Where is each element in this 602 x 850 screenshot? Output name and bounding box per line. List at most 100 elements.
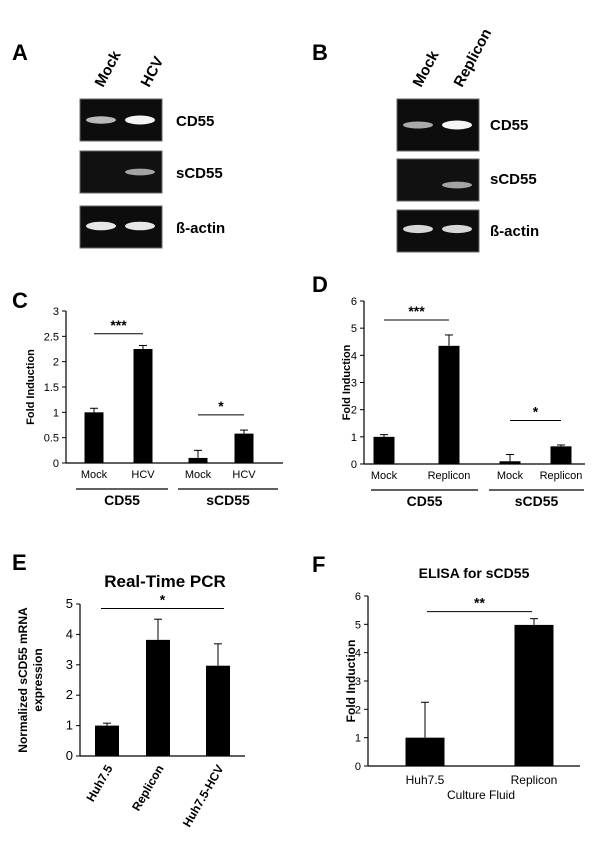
panel-letter-a: A [12,40,28,65]
chart-e-category-label: Replicon [129,763,166,814]
chart-f-bar [405,737,445,766]
gel-b-box-scd55 [396,158,480,202]
gel-b-label-cd55: CD55 [490,117,528,134]
chart-c-group-label: sCD55 [206,492,250,508]
chart-c: 0 0.5 1 1.5 2 2.5 3 Fold Induction Mock HCV Mock HC… [25,306,283,508]
panel-letter-e: E [12,550,27,575]
gel-b-label-actin: ß-actin [490,223,539,240]
gel-a-label-cd55: CD55 [176,113,214,130]
chart-f-title: ELISA for sCD55 [419,565,530,581]
chart-c-y-tick-label: 3 [53,306,59,318]
gel-a-band-0-0 [86,116,116,124]
chart-e-category-label: Huh7.5-HCV [180,763,227,830]
chart-d-y-tick-label: 4 [351,350,357,362]
chart-e-bar [206,665,230,756]
chart-e-y-tick-label: 4 [66,626,73,641]
chart-e-y-tick-label: 5 [66,596,73,611]
chart-c-category-label: Mock [185,469,212,481]
chart-c-y-tick-label: 2.5 [44,331,59,343]
chart-d-y-tick-label: 5 [351,323,357,335]
chart-e: 0 1 2 3 4 5 Normalized sCD55 mRNA expression Huh… [16,572,245,830]
chart-d-category-label: Replicon [540,470,583,482]
gel-a-lane-label-mock: Mock [92,47,125,89]
gel-b-band-1-1 [442,181,472,189]
chart-d-y-tick-label: 6 [351,296,357,308]
chart-f-y-tick-label: 6 [355,591,361,603]
chart-c-significance-label: * [218,398,224,414]
chart-d-bar [438,345,460,464]
chart-d-group-label: CD55 [407,493,443,509]
chart-e-y-tick-label: 1 [66,718,73,733]
chart-d-category-label: Replicon [428,470,471,482]
chart-c-significance-label: *** [110,317,127,333]
chart-e-y-tick-label: 2 [66,687,73,702]
gel-b-band-0-1 [442,120,472,130]
gel-a-band-0-1 [125,115,155,125]
chart-c-category-label: HCV [131,469,155,481]
chart-f-y-tick-label: 2 [355,704,361,716]
chart-c-bar [84,412,104,463]
chart-f-y-tick-label: 3 [355,676,361,688]
chart-e-y-tick-label: 0 [66,748,73,763]
chart-e-y-axis-label-line: expression [31,648,45,711]
chart-d-bar [373,436,395,464]
chart-f: 0 1 2 3 4 5 6 Fold Induction Huh7.5 Replicon ** ELI… [344,565,580,802]
chart-d-bar [550,446,572,464]
chart-c-bar [234,433,254,463]
chart-f-y-axis-label: Fold Induction [344,640,358,723]
chart-d-y-tick-label: 2 [351,405,357,417]
gel-b-band-2-1 [442,224,472,234]
chart-d-significance-label: *** [408,303,425,319]
gel-a-label-scd55: sCD55 [176,165,223,182]
chart-d-significance-label: * [533,404,539,420]
chart-d-group-label: sCD55 [515,493,559,509]
chart-f-bar [514,624,554,766]
chart-f-y-tick-label: 4 [355,648,361,660]
gel-a-band-1-1 [125,168,155,176]
chart-d-category-label: Mock [371,470,398,482]
chart-d-y-tick-label: 1 [351,432,357,444]
chart-d-y-tick-label: 3 [351,378,357,390]
chart-f-category-label: Replicon [511,773,558,787]
chart-c-y-tick-label: 2 [53,357,59,369]
gel-a-label-actin: ß-actin [176,220,225,237]
gel-b-lane-label-mock: Mock [410,47,443,89]
chart-d-y-tick-label: 0 [351,459,357,471]
chart-e-significance-label: * [160,592,166,608]
gel-panel-b: CD55 sCD55 ß-actin [396,98,539,253]
gel-b-band-0-0 [403,121,433,129]
chart-d-category-label: Mock [497,470,524,482]
chart-c-category-label: HCV [232,469,256,481]
chart-e-bar [146,639,170,756]
gel-a-band-2-1 [125,221,155,231]
gel-panel-a: CD55 sCD55 ß-actin [79,98,225,249]
chart-c-bar [133,349,153,463]
gel-b-lane-label-replicon: Replicon [451,26,496,90]
chart-f-y-tick-label: 0 [355,761,361,773]
panel-letter-c: C [12,288,28,313]
panel-letter-d: D [312,272,328,297]
chart-f-category-label: Huh7.5 [406,773,445,787]
chart-c-y-tick-label: 0.5 [44,433,59,445]
chart-f-y-tick-label: 1 [355,733,361,745]
chart-d-y-axis-label: Fold Induction [341,344,353,420]
chart-c-y-tick-label: 0 [53,458,59,470]
chart-c-category-label: Mock [81,469,108,481]
panel-letter-b: B [312,40,328,65]
chart-c-group-label: CD55 [104,492,140,508]
chart-e-title: Real-Time PCR [104,572,226,591]
gel-b-label-scd55: sCD55 [490,171,537,188]
chart-e-y-axis-label-line: Normalized sCD55 mRNA [16,607,30,753]
chart-e-bar [95,725,119,756]
chart-c-y-tick-label: 1 [53,407,59,419]
chart-e-y-tick-label: 3 [66,657,73,672]
chart-c-y-axis-label: Fold Induction [25,349,37,425]
chart-f-y-tick-label: 5 [355,619,361,631]
gel-b-band-2-0 [403,224,433,234]
gel-a-lane-label-hcv: HCV [138,54,168,90]
chart-f-x-axis-label: Culture Fluid [447,788,515,802]
chart-d: 0 1 2 3 4 5 6 Fold Induction Mock Replicon Mock Rep… [341,296,585,509]
chart-c-y-tick-label: 1.5 [44,382,59,394]
chart-f-significance-label: ** [474,595,485,611]
